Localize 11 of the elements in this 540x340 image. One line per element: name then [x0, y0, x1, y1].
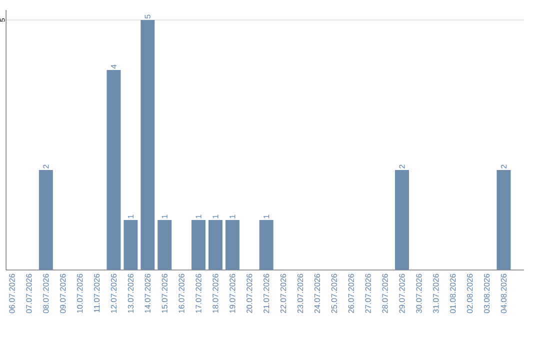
bar — [38, 170, 53, 270]
bar — [140, 20, 155, 270]
bar — [192, 220, 206, 270]
bar — [259, 220, 274, 270]
bar — [208, 220, 222, 270]
bar — [124, 220, 138, 270]
bar — [394, 170, 409, 270]
bar — [225, 220, 240, 270]
bar — [106, 70, 121, 270]
bar — [158, 220, 172, 270]
bar — [496, 170, 511, 270]
